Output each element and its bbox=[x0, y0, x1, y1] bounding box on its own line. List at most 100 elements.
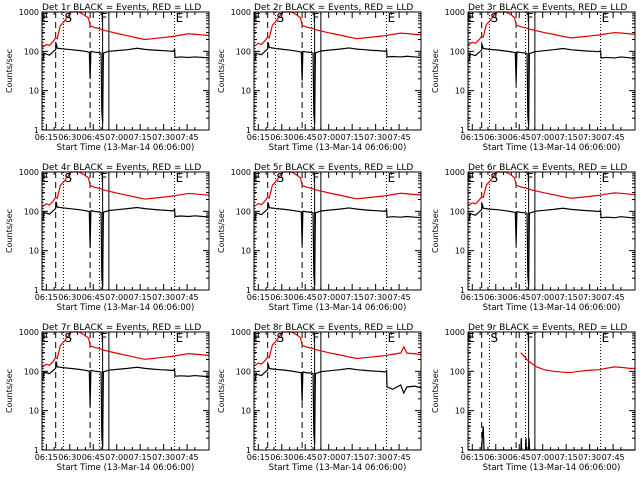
x-tick-label: 07:00 bbox=[105, 293, 128, 302]
x-tick-label: 06:30 bbox=[270, 133, 293, 142]
panel-title: Det 9r BLACK = Events, RED = LLD bbox=[468, 323, 627, 333]
region-label-f: F bbox=[526, 11, 533, 25]
y-tick-label: 1000 bbox=[19, 8, 39, 17]
x-tick-label: 07:15 bbox=[341, 293, 364, 302]
x-tick-label: 06:45 bbox=[508, 453, 531, 462]
y-tick-label: 1 bbox=[246, 286, 251, 295]
y-tick-label: 1 bbox=[460, 126, 465, 135]
x-tick-label: 07:15 bbox=[555, 293, 578, 302]
y-tick-label: 100 bbox=[236, 207, 251, 216]
y-tick-label: 100 bbox=[24, 207, 39, 216]
x-tick-label: 06:45 bbox=[82, 453, 105, 462]
region-label-e: E bbox=[388, 11, 396, 25]
x-tick-label: 06:45 bbox=[294, 453, 317, 462]
x-tick-label: 07:45 bbox=[602, 453, 625, 462]
y-tick-label: 10 bbox=[241, 247, 251, 256]
region-label-e: E bbox=[388, 331, 396, 345]
x-tick-label: 06:30 bbox=[484, 133, 507, 142]
x-tick-label: 06:15 bbox=[35, 133, 58, 142]
series-line-lld bbox=[42, 11, 210, 48]
panel-title: Det 5r BLACK = Events, RED = LLD bbox=[254, 163, 413, 173]
y-tick-label: 10 bbox=[241, 87, 251, 96]
y-axis-label: Counts/sec bbox=[5, 209, 14, 253]
y-axis-label: Counts/sec bbox=[217, 209, 226, 253]
y-tick-label: 1 bbox=[34, 126, 39, 135]
panel-title: Det 2r BLACK = Events, RED = LLD bbox=[254, 3, 413, 13]
x-tick-label: 07:00 bbox=[531, 293, 554, 302]
plot-frame bbox=[41, 331, 210, 451]
x-tick-label: 07:30 bbox=[152, 453, 175, 462]
x-tick-label: 07:15 bbox=[129, 133, 152, 142]
region-label-e: E bbox=[176, 11, 184, 25]
x-tick-label: 07:45 bbox=[176, 133, 199, 142]
x-axis-label: Start Time (13-Mar-14 06:06:00) bbox=[269, 303, 407, 313]
y-tick-label: 1 bbox=[246, 446, 251, 455]
y-axis-label: Counts/sec bbox=[217, 49, 226, 93]
series-line-events bbox=[41, 361, 210, 447]
y-tick-label: 100 bbox=[450, 207, 465, 216]
region-label-e: E bbox=[176, 171, 184, 185]
x-tick-label: 06:45 bbox=[82, 293, 105, 302]
series-line-lld bbox=[468, 171, 636, 206]
x-tick-label: 07:15 bbox=[341, 133, 364, 142]
panel-title: Det 8r BLACK = Events, RED = LLD bbox=[254, 323, 413, 333]
x-tick-label: 07:30 bbox=[578, 133, 601, 142]
y-axis-label: Counts/sec bbox=[5, 49, 14, 93]
x-axis-label: Start Time (13-Mar-14 06:06:00) bbox=[57, 143, 195, 153]
series-line-lld bbox=[254, 171, 422, 207]
x-tick-label: 06:30 bbox=[484, 293, 507, 302]
region-label-e: E bbox=[602, 331, 610, 345]
x-tick-label: 06:30 bbox=[58, 453, 81, 462]
x-tick-label: 06:15 bbox=[461, 453, 484, 462]
region-label-f: F bbox=[100, 331, 107, 345]
x-tick-label: 06:45 bbox=[294, 293, 317, 302]
plot-frame bbox=[253, 171, 422, 291]
panel-title: Det 7r BLACK = Events, RED = LLD bbox=[42, 323, 201, 333]
y-tick-label: 1 bbox=[460, 446, 465, 455]
panel-title: Det 1r BLACK = Events, RED = LLD bbox=[42, 3, 201, 13]
x-tick-label: 06:30 bbox=[270, 453, 293, 462]
y-tick-label: 10 bbox=[455, 87, 465, 96]
y-tick-label: 1000 bbox=[231, 168, 251, 177]
plot-frame bbox=[253, 11, 422, 131]
region-label-f: F bbox=[312, 11, 319, 25]
x-tick-label: 06:45 bbox=[294, 133, 317, 142]
region-label-s: S bbox=[491, 11, 499, 25]
region-label-s: S bbox=[65, 171, 73, 185]
plot-frame bbox=[467, 11, 636, 131]
x-tick-label: 07:15 bbox=[555, 453, 578, 462]
series-line-events bbox=[41, 201, 210, 287]
y-axis-label: Counts/sec bbox=[217, 369, 226, 413]
x-tick-label: 07:00 bbox=[317, 133, 340, 142]
y-axis-label: Counts/sec bbox=[431, 369, 440, 413]
y-tick-label: 1000 bbox=[445, 8, 465, 17]
region-label-e: E bbox=[176, 331, 184, 345]
y-tick-label: 10 bbox=[29, 87, 39, 96]
y-tick-label: 100 bbox=[450, 367, 465, 376]
x-tick-label: 07:30 bbox=[364, 133, 387, 142]
plot-frame bbox=[467, 331, 636, 451]
y-tick-label: 1 bbox=[460, 286, 465, 295]
plot-frame bbox=[467, 171, 636, 291]
x-tick-label: 07:00 bbox=[317, 453, 340, 462]
region-label-s: S bbox=[277, 171, 285, 185]
y-tick-label: 100 bbox=[450, 47, 465, 56]
x-tick-label: 07:45 bbox=[388, 293, 411, 302]
region-label-s: S bbox=[277, 331, 285, 345]
y-tick-label: 100 bbox=[236, 47, 251, 56]
x-tick-label: 07:45 bbox=[388, 133, 411, 142]
x-tick-label: 07:00 bbox=[531, 133, 554, 142]
y-tick-label: 1000 bbox=[445, 328, 465, 337]
panel-title: Det 6r BLACK = Events, RED = LLD bbox=[468, 163, 627, 173]
plot-frame bbox=[41, 171, 210, 291]
x-tick-label: 06:45 bbox=[508, 133, 531, 142]
plot-frame bbox=[41, 11, 210, 131]
x-tick-label: 06:30 bbox=[270, 293, 293, 302]
